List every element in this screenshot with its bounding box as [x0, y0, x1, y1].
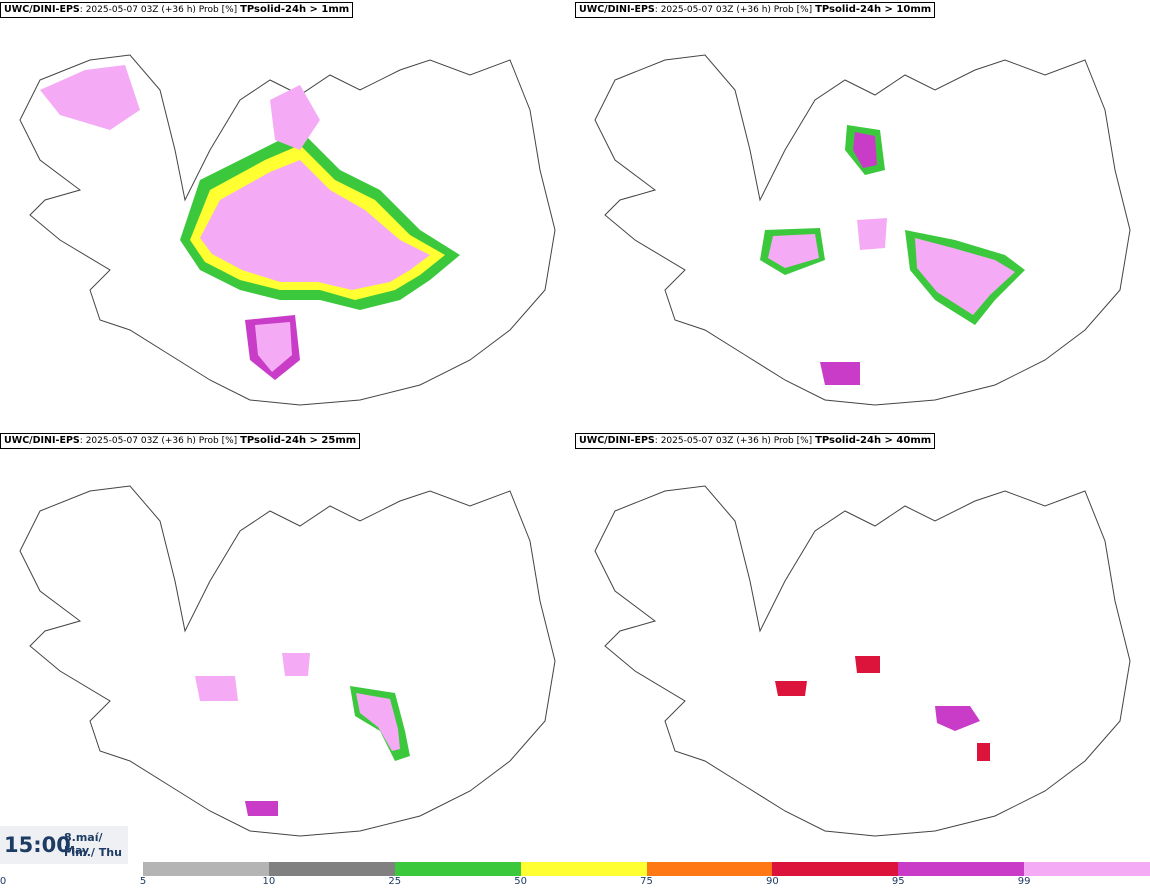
- colorbar-ticks: 0 5 10 25 50 75 90 95 99: [0, 876, 1150, 890]
- run-meta: 2025-05-07 03Z (+36 h) Prob [%]: [660, 5, 813, 15]
- valid-time-clock: 15:00: [4, 833, 71, 857]
- model-name: UWC/DINI-EPS: [4, 4, 80, 15]
- iceland-map: [594, 54, 1131, 406]
- valid-date-line-2: Fim./ Thu: [64, 846, 122, 859]
- panel-title: UWC/DINI-EPS: 2025-05-07 03Z (+36 h) Pro…: [0, 2, 354, 18]
- colorbar-segment: [772, 862, 899, 876]
- colorbar-tick-label: 99: [1017, 876, 1031, 887]
- panel-title: UWC/DINI-EPS: 2025-05-07 03Z (+36 h) Pro…: [575, 2, 936, 18]
- variable-name: TPsolid-24h > 25mm: [240, 435, 357, 446]
- colorbar-tick-label: 50: [514, 876, 527, 887]
- colorbar-tick-label: 10: [262, 876, 276, 887]
- iceland-map: [594, 485, 1131, 837]
- colorbar-tick-label: 75: [640, 876, 653, 887]
- panel-title: UWC/DINI-EPS: 2025-05-07 03Z (+36 h) Pro…: [0, 433, 361, 449]
- iceland-map: [19, 54, 556, 406]
- probability-colorbar: [143, 862, 1150, 876]
- map-panel-10mm: UWC/DINI-EPS: 2025-05-07 03Z (+36 h) Pro…: [575, 0, 1150, 430]
- iceland-map: [19, 485, 556, 837]
- valid-date-line-1: 8.maí/ May: [64, 831, 103, 857]
- model-name: UWC/DINI-EPS: [579, 435, 655, 446]
- run-meta: 2025-05-07 03Z (+36 h) Prob [%]: [85, 436, 238, 446]
- map-panel-25mm: UWC/DINI-EPS: 2025-05-07 03Z (+36 h) Pro…: [0, 431, 575, 861]
- run-meta: 2025-05-07 03Z (+36 h) Prob [%]: [660, 436, 813, 446]
- colorbar-segment: [143, 862, 269, 876]
- map-panel-1mm: UWC/DINI-EPS: 2025-05-07 03Z (+36 h) Pro…: [0, 0, 575, 430]
- colorbar-tick-label: 25: [388, 876, 402, 887]
- model-name: UWC/DINI-EPS: [579, 4, 655, 15]
- variable-name: TPsolid-24h > 40mm: [815, 435, 932, 446]
- run-meta: 2025-05-07 03Z (+36 h) Prob [%]: [85, 5, 238, 15]
- colorbar-tick-label: 5: [139, 876, 147, 887]
- colorbar-tick-label: 95: [891, 876, 905, 887]
- colorbar-segment: [268, 862, 395, 876]
- variable-name: TPsolid-24h > 1mm: [240, 4, 350, 15]
- colorbar-segment: [394, 862, 521, 876]
- map-panel-40mm: UWC/DINI-EPS: 2025-05-07 03Z (+36 h) Pro…: [575, 431, 1150, 861]
- colorbar-tick-label: 90: [766, 876, 779, 887]
- model-name: UWC/DINI-EPS: [4, 435, 80, 446]
- variable-name: TPsolid-24h > 10mm: [815, 4, 932, 15]
- colorbar-segment: [1024, 862, 1150, 876]
- colorbar-segment: [898, 862, 1025, 876]
- colorbar-segment: [646, 862, 773, 876]
- panel-title: UWC/DINI-EPS: 2025-05-07 03Z (+36 h) Pro…: [575, 433, 936, 449]
- valid-time-box: 15:00 8.maí/ May Fim./ Thu: [0, 826, 128, 864]
- colorbar-tick-label: 0: [0, 876, 7, 887]
- colorbar-segment: [520, 862, 647, 876]
